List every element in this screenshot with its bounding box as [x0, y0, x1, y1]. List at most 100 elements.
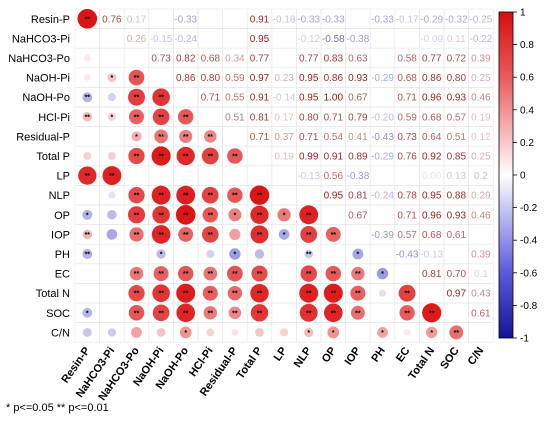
corr-value: 0.91	[250, 93, 270, 104]
significance-stars: *	[86, 212, 89, 219]
corr-value: 0.80	[299, 112, 319, 123]
corr-circle	[227, 187, 243, 203]
corr-circle	[351, 266, 365, 281]
significance-stars: **	[404, 291, 410, 298]
corr-circle	[228, 306, 242, 320]
corr-value: 0.91	[324, 152, 344, 163]
corr-circle	[128, 285, 145, 302]
significance-stars: **	[306, 212, 312, 219]
corr-value: 0.83	[324, 54, 344, 65]
grid-cell	[271, 185, 297, 206]
significance-stars: *	[381, 330, 384, 337]
row-label: Residual-P	[16, 131, 70, 143]
significance-stars: **	[134, 212, 140, 219]
significance-stars: **	[85, 114, 91, 121]
corr-value: 0.77	[250, 54, 270, 65]
grid-cell	[74, 185, 100, 206]
colorbar-tick-label: 0.6	[520, 73, 534, 84]
corr-circle	[131, 326, 142, 338]
significance-stars: *	[381, 271, 384, 278]
colorbar-tick-label: 0.8	[520, 40, 534, 51]
corr-circle	[107, 210, 117, 220]
column-label: NLP	[292, 345, 314, 370]
significance-stars: **	[158, 95, 164, 102]
row-label: NaHCO3-Pi	[12, 33, 70, 45]
significance-stars: **	[232, 310, 238, 317]
corr-value: 0.95	[299, 93, 319, 104]
corr-circle	[152, 284, 170, 302]
corr-value: -0.13	[420, 250, 443, 261]
significance-stars: **	[183, 154, 189, 161]
grid-cell	[320, 204, 346, 225]
corr-value: 0.86	[422, 73, 442, 84]
corr-circle	[127, 206, 146, 224]
corr-circle	[152, 304, 170, 322]
grid-cell	[123, 47, 150, 69]
corr-value: 0.95	[422, 191, 442, 202]
grid-cell	[369, 47, 396, 69]
row-label: C/N	[51, 327, 70, 339]
corr-circle	[203, 266, 218, 281]
corr-circle	[426, 326, 438, 339]
grid-cell	[271, 263, 297, 284]
grid-cell	[222, 8, 248, 29]
significance-stars: **	[306, 271, 312, 278]
significance-stars: **	[331, 271, 337, 278]
corr-value: 0.81	[422, 269, 442, 280]
grid-cell	[246, 165, 273, 186]
significance-stars: **	[232, 291, 238, 298]
grid-cell	[197, 106, 223, 127]
corr-value: 0.86	[324, 73, 344, 84]
grid-cell	[369, 204, 396, 225]
corr-value: 0.71	[397, 210, 417, 221]
corr-value: 0.91	[250, 14, 270, 25]
corr-value: 0.77	[299, 54, 319, 65]
corr-circle	[204, 130, 217, 143]
corr-value: 0.46	[471, 93, 491, 104]
significance-stars: **	[158, 193, 164, 200]
corr-value: -0.29	[420, 14, 443, 25]
corr-circle	[177, 265, 194, 282]
grid-cell	[99, 28, 125, 49]
corr-value: 0.61	[447, 230, 467, 241]
corr-circle	[152, 108, 170, 126]
corr-value: 0.71	[324, 112, 344, 123]
significance-stars: **	[208, 310, 214, 317]
grid-cell	[222, 28, 248, 49]
corr-circle	[377, 326, 388, 338]
corr-value: -0.18	[273, 14, 296, 25]
grid-cell	[320, 243, 346, 265]
corr-value: 0.71	[201, 93, 221, 104]
corr-value: 0.41	[348, 132, 368, 143]
corr-circle	[151, 185, 171, 205]
colorbar-tick-label: 1	[520, 8, 526, 19]
corr-value: 0.34	[225, 54, 245, 65]
corr-circle	[176, 146, 195, 166]
significance-stars: *	[111, 114, 114, 121]
corr-value: 0.25	[471, 152, 491, 163]
corr-value: 0.19	[274, 152, 294, 163]
corr-circle	[177, 109, 194, 125]
grid-cell	[74, 28, 100, 49]
corr-circle	[107, 112, 116, 121]
grid-cell	[173, 87, 199, 108]
corr-circle	[131, 131, 142, 142]
significance-stars: **	[134, 291, 140, 298]
corr-value: -0.33	[174, 14, 197, 25]
corr-circle	[179, 129, 193, 143]
corr-value: -0.22	[470, 34, 493, 45]
colorbar-tick-label: 0.4	[520, 105, 534, 116]
corr-value: 0.43	[471, 289, 491, 300]
corr-circle	[83, 74, 91, 81]
corr-circle	[251, 265, 268, 282]
corr-circle	[82, 307, 93, 318]
column-label: SOC	[438, 345, 462, 371]
significance-stars: **	[306, 232, 312, 239]
significance-stars: **	[158, 114, 164, 121]
corr-circle	[206, 328, 215, 337]
significance-stars: **	[208, 134, 214, 141]
colorbar-tick-label: 0.2	[520, 138, 534, 149]
grid-cell	[271, 165, 297, 186]
corr-value: 0.81	[348, 191, 368, 202]
